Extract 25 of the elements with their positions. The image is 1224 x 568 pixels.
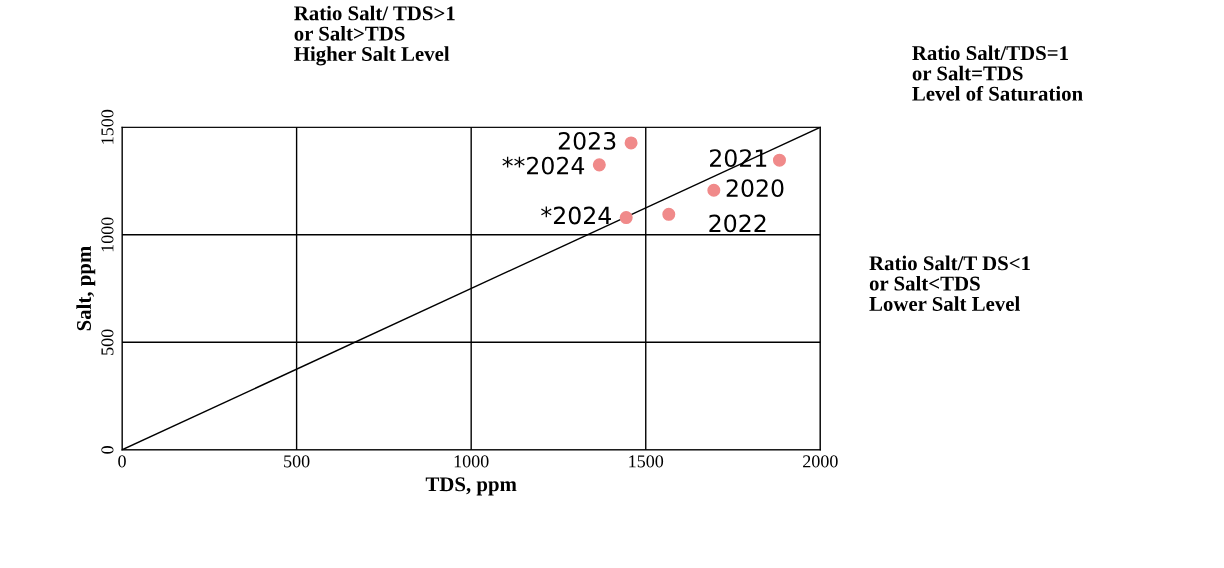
text: Ratio Salt/TDS=1 or Salt=TDS Level of Saturation	[912, 45, 1083, 101]
point	[662, 207, 676, 221]
y-tick-label: 500	[101, 329, 114, 355]
point	[772, 153, 786, 167]
x-tick-label: 500	[284, 455, 310, 468]
y-tick-label: 1000	[101, 217, 114, 252]
annotation: 2022	[709, 214, 766, 233]
point	[592, 158, 606, 172]
annotation: 2023	[558, 131, 616, 150]
x-tick-label: 2000	[803, 455, 838, 468]
text: Ratio Salt/T DS<1 or Salt<TDS Lower Salt Level	[869, 255, 1030, 311]
y-tick-label: 0	[101, 446, 114, 454]
point	[624, 136, 638, 150]
point	[707, 183, 721, 197]
annotation: **2024	[502, 156, 585, 175]
x-tick-label: 1500	[629, 455, 664, 468]
x-axis-title: TDS, ppm	[425, 477, 517, 496]
x-tick-label: 1000	[454, 455, 489, 468]
y-tick-label: 1500	[101, 109, 114, 144]
x-tick-label: 0	[118, 455, 126, 468]
y-axis-title: Salt, ppm	[76, 246, 96, 331]
annotation: 2020	[726, 179, 784, 198]
text: Ratio Salt/ TDS>1 or Salt>TDS Higher Salt Level	[294, 5, 455, 66]
point	[619, 211, 633, 225]
annotation: *2024	[541, 206, 611, 225]
